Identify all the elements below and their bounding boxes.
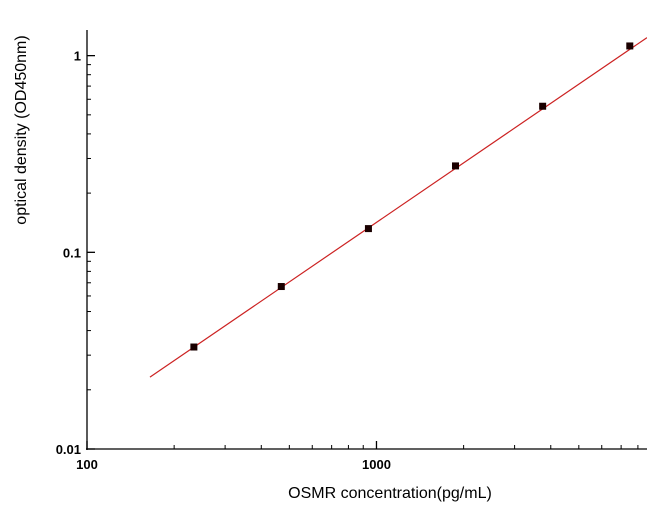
x-tick-label: 100 (76, 457, 98, 472)
data-point (452, 162, 460, 170)
y-tick-label: 1 (74, 49, 81, 64)
data-point (190, 343, 198, 351)
data-point (364, 225, 372, 233)
chart-series (149, 37, 647, 378)
data-point (277, 283, 285, 291)
chart-ticks: 100 1000 0.01 0.1 1 (56, 49, 639, 472)
x-axis-title: OSMR concentration(pg/mL) (288, 485, 492, 502)
y-tick-label: 0.01 (56, 442, 81, 457)
x-tick-label: 1000 (362, 457, 391, 472)
fit-line (149, 37, 647, 378)
data-point (539, 102, 547, 110)
y-axis-title: optical density (OD450nm) (13, 35, 30, 224)
chart-axes (86, 30, 647, 450)
data-point (626, 42, 634, 50)
y-tick-label: 0.1 (63, 245, 81, 260)
